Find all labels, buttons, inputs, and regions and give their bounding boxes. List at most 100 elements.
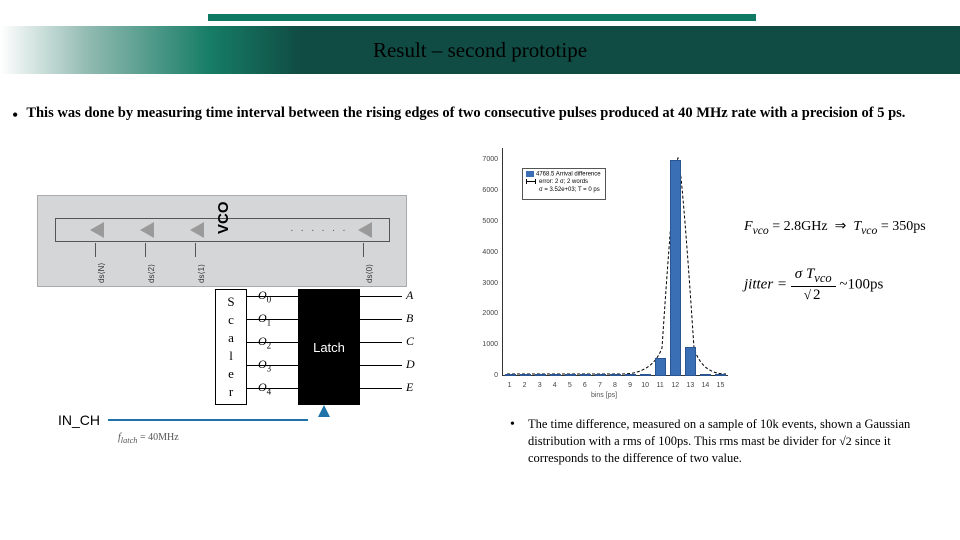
histogram-bar	[565, 374, 576, 376]
histogram-bar	[715, 374, 726, 376]
latch-box: Latch	[298, 289, 360, 405]
fvco-sub: vco	[753, 224, 769, 237]
tvco-val: = 350ps	[881, 219, 926, 234]
o-port-label: O2	[258, 334, 271, 350]
wire	[360, 342, 402, 343]
x-tick: 14	[701, 382, 709, 389]
ds-label: ds⟨2⟩	[147, 264, 156, 283]
accent-bar	[208, 14, 756, 21]
wire	[360, 365, 402, 366]
histogram-bar	[640, 374, 651, 376]
bullet-marker: •	[12, 104, 18, 124]
wire	[247, 365, 298, 366]
latch-label: Latch	[313, 340, 345, 355]
y-tick: 4000	[474, 249, 498, 256]
wire	[360, 388, 402, 389]
histogram-bar	[535, 374, 546, 376]
out-port-label: D	[406, 357, 415, 372]
wire	[247, 342, 298, 343]
ds-tick	[145, 243, 146, 257]
bullet-text: This was done by measuring time interval…	[26, 104, 905, 124]
o-port-label: O4	[258, 380, 271, 396]
x-tick: 12	[671, 382, 679, 389]
x-tick: 7	[598, 382, 602, 389]
histogram-bar	[655, 358, 666, 376]
histogram-bar	[610, 374, 621, 376]
delay-cell-icon	[358, 222, 372, 238]
histogram-bar	[700, 374, 711, 376]
gaussian-curve	[502, 148, 728, 376]
histogram-bar	[670, 160, 681, 376]
conclusion-text: The time difference, measured on a sampl…	[528, 416, 948, 467]
y-tick: 2000	[474, 310, 498, 317]
x-tick: 8	[613, 382, 617, 389]
y-tick: 0	[474, 372, 498, 379]
wire	[360, 319, 402, 320]
x-tick: 6	[583, 382, 587, 389]
fvco-val: = 2.8GHz	[772, 219, 827, 234]
delay-cell-icon	[90, 222, 104, 238]
o-port-label: O0	[258, 288, 271, 304]
ds-tick	[195, 243, 196, 257]
scaler-label: Scaler	[227, 294, 234, 399]
histogram-bar	[505, 374, 516, 376]
x-tick: 2	[523, 382, 527, 389]
conclusion-bullet: •	[510, 417, 515, 433]
ds-tick	[95, 243, 96, 257]
x-tick: 15	[717, 382, 725, 389]
delay-cell-icon	[190, 222, 204, 238]
x-tick: 5	[568, 382, 572, 389]
y-tick: 7000	[474, 156, 498, 163]
x-tick: 10	[641, 382, 649, 389]
x-tick: 11	[657, 382, 664, 389]
ds-tick	[363, 243, 364, 257]
slide-title: Result – second prototipe	[0, 26, 960, 74]
ds-label: ds⟨N⟩	[97, 263, 106, 283]
o-port-label: O1	[258, 311, 271, 327]
jitter-num: σ T	[795, 266, 815, 282]
x-tick: 4	[553, 382, 557, 389]
o-port-label: O3	[258, 357, 271, 373]
x-tick: 3	[538, 382, 542, 389]
y-tick: 1000	[474, 341, 498, 348]
x-tick: 13	[686, 382, 694, 389]
histogram-bar	[625, 374, 636, 376]
y-tick: 6000	[474, 187, 498, 194]
in-ch-arrow-icon	[318, 405, 330, 417]
out-port-label: A	[406, 288, 413, 303]
delay-cell-icon	[140, 222, 154, 238]
histogram-bar	[595, 374, 606, 376]
fvco-sym: F	[744, 219, 753, 234]
x-tick: 1	[508, 382, 512, 389]
histogram-chart: 4768.5 Arrival difference error: 2 σ; 2 …	[474, 142, 734, 398]
jitter-approx: ~100ps	[839, 276, 883, 292]
wire	[247, 296, 298, 297]
x-tick: 9	[628, 382, 632, 389]
f-latch-label: flatch = 40MHz	[118, 432, 179, 445]
vco-label: VCO	[215, 201, 232, 234]
histogram-bar	[580, 374, 591, 376]
jitter-label: jitter =	[744, 276, 787, 292]
y-tick: 5000	[474, 218, 498, 225]
jitter-den: 2	[811, 286, 823, 303]
tvco-sym: T	[853, 219, 861, 234]
out-port-label: C	[406, 334, 414, 349]
scaler-box: Scaler	[215, 289, 247, 405]
histogram-bar	[550, 374, 561, 376]
wire	[247, 319, 298, 320]
tvco-sub: vco	[861, 224, 877, 237]
bullet-block: • This was done by measuring time interv…	[12, 104, 948, 124]
ds-label: ds⟨0⟩	[365, 264, 374, 283]
ds-label: ds⟨1⟩	[197, 264, 206, 283]
x-axis-label: bins [ps]	[591, 392, 617, 399]
delay-dots: · · · · · ·	[290, 225, 348, 237]
wire	[247, 388, 298, 389]
out-port-label: E	[406, 380, 413, 395]
histogram-bar	[520, 374, 531, 376]
jitter-num-sub: vco	[814, 271, 831, 285]
in-ch-wire	[108, 419, 308, 421]
in-ch-label: IN_CH	[58, 412, 100, 428]
equation-jitter: jitter = σ Tvco 2 ~100ps	[744, 266, 883, 304]
histogram-bar	[685, 347, 696, 376]
out-port-label: B	[406, 311, 413, 326]
